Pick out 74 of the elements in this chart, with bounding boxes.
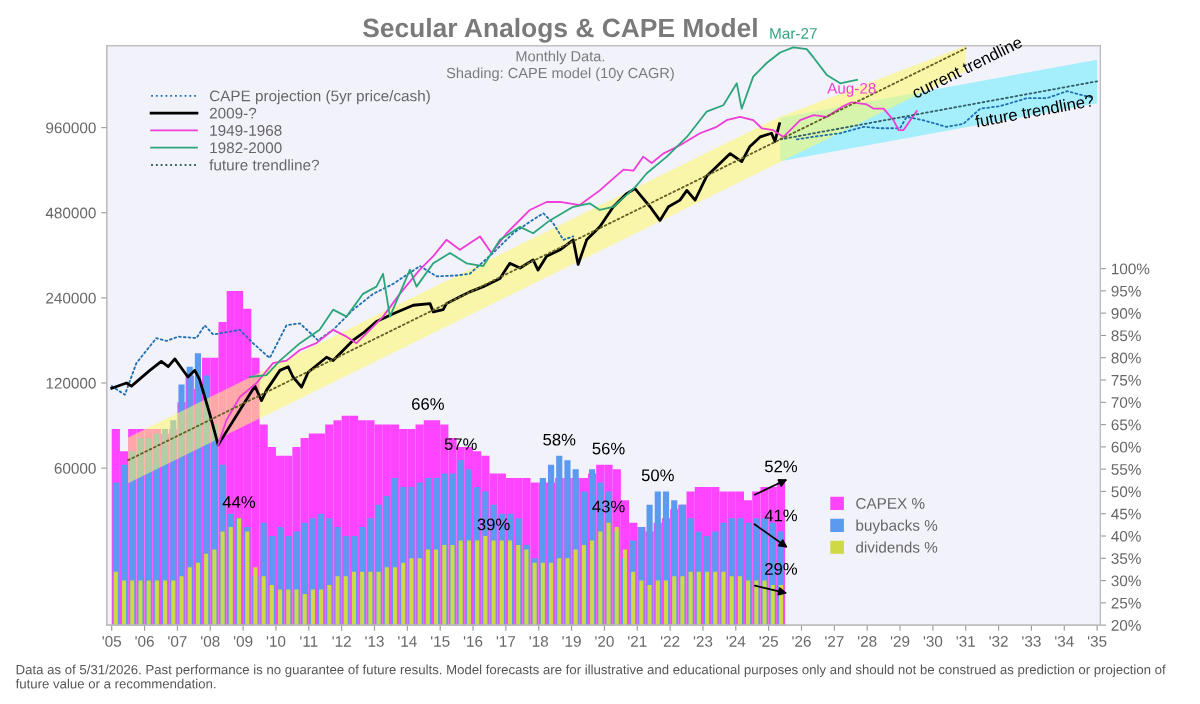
x-tick-label: '24: [726, 635, 746, 647]
data-label: 29%: [765, 563, 798, 575]
x-tick-label: '07: [168, 635, 187, 647]
legend-label: 2009-?: [209, 107, 257, 119]
y2-tick-label: 35%: [1111, 553, 1141, 564]
y-tick-label: 960000: [46, 122, 96, 134]
y2-tick-label: 90%: [1111, 308, 1141, 319]
legend-label: 1949-1968: [210, 125, 282, 136]
x-tick-label: '18: [529, 635, 549, 647]
legend-label: CAPE projection (5yr price/cash): [209, 90, 430, 105]
y2-tick-label: 95%: [1111, 285, 1141, 297]
x-tick-label: '29: [890, 635, 910, 647]
y2-tick-label: 30%: [1111, 575, 1141, 587]
annotation: Aug-28: [827, 82, 876, 97]
x-tick-label: '25: [759, 635, 778, 647]
x-tick-label: '27: [825, 635, 844, 647]
x-tick-label: '19: [562, 635, 581, 647]
x-tick-label: '26: [792, 635, 811, 647]
x-tick-label: '20: [595, 635, 614, 647]
legend-label: future trendline?: [209, 159, 320, 171]
y2-tick-label: 85%: [1111, 330, 1141, 342]
y2-tick-label: 60%: [1111, 441, 1141, 453]
data-label: 52%: [764, 460, 798, 473]
data-label: 50%: [641, 469, 674, 482]
y2-tick-label: 20%: [1111, 620, 1141, 631]
x-tick-label: '05: [102, 635, 122, 647]
legend-label: 1982-2000: [210, 142, 282, 154]
y2-tick-label: 80%: [1111, 352, 1141, 364]
y2-tick-label: 100%: [1111, 263, 1150, 275]
y2-tick-label: 55%: [1111, 464, 1141, 475]
data-label: 56%: [592, 442, 625, 455]
x-tick-label: '22: [660, 635, 680, 647]
x-tick-label: '12: [332, 635, 351, 647]
data-label: 58%: [543, 433, 576, 446]
x-tick-label: '21: [628, 635, 647, 647]
data-label: 66%: [412, 398, 444, 410]
x-tick-label: '13: [365, 635, 384, 647]
x-tick-label: '16: [463, 635, 483, 647]
x-tick-label: '09: [233, 635, 253, 647]
y2-tick-label: 25%: [1111, 597, 1141, 609]
legend-label: dividends %: [856, 541, 938, 553]
x-tick-label: '33: [1022, 635, 1041, 647]
legend-label: CAPEX %: [856, 498, 925, 509]
x-tick-label: '08: [201, 635, 220, 647]
y-tick-label: 60000: [54, 462, 96, 474]
y2-tick-label: 65%: [1111, 419, 1141, 431]
x-tick-label: '11: [300, 636, 318, 647]
x-tick-label: '14: [398, 636, 417, 647]
annotation: Mar-27: [770, 28, 817, 39]
x-tick-label: '30: [923, 635, 943, 647]
y2-tick-label: 70%: [1111, 397, 1141, 408]
x-tick-label: '10: [266, 635, 286, 647]
legend-label: buybacks %: [856, 519, 938, 534]
y2-tick-label: 50%: [1111, 486, 1141, 498]
y-tick-label: 240000: [46, 292, 96, 304]
x-tick-label: '17: [496, 636, 516, 647]
y-tick-label: 480000: [45, 207, 96, 219]
x-tick-label: '23: [693, 635, 713, 647]
y2-tick-label: 45%: [1111, 508, 1141, 520]
annotation: future trendline?: [974, 94, 1095, 128]
x-tick-label: '31: [956, 635, 975, 647]
chart-title: Secular Analogs & CAPE Model: [362, 17, 757, 43]
text: Monthly Data. Shading: CAPE model (10y CAGR): [446, 50, 674, 82]
data-label: 43%: [592, 500, 625, 513]
x-tick-label: '32: [989, 635, 1008, 647]
x-tick-label: '06: [135, 635, 154, 647]
x-tick-label: '34: [1055, 635, 1074, 647]
x-tick-label: '35: [1087, 635, 1107, 647]
x-tick-label: '28: [858, 635, 877, 647]
x-tick-label: '15: [431, 636, 450, 647]
y2-tick-label: 75%: [1111, 374, 1141, 386]
y2-tick-label: 40%: [1111, 530, 1141, 542]
y-tick-label: 120000: [46, 377, 96, 389]
text: Data as of 5/31/2026. Past performance is no guarantee of future results. Model forecasts are for illustrative and educational purposes only and should not be construed as prediction or projection of future value or a recommendation.: [15, 664, 1166, 689]
